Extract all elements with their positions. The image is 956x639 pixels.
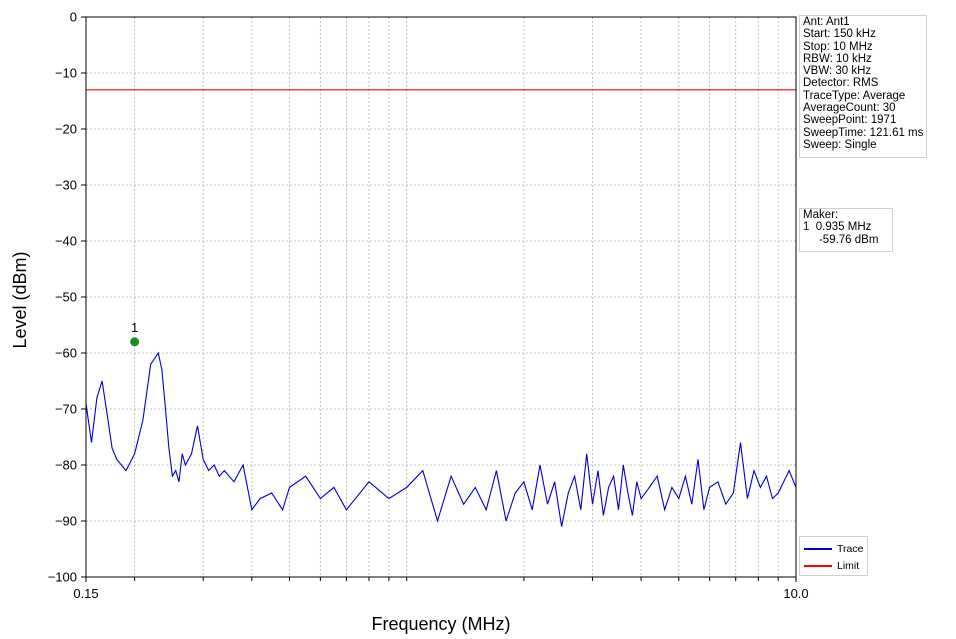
series-group: [85, 89, 797, 527]
x-tick-label: 0.15: [73, 586, 98, 601]
legend-item-limit: Limit: [804, 560, 859, 572]
y-axis-label: Level (dBm): [10, 251, 30, 348]
x-axis-ticks: 0.15 10.0: [73, 577, 809, 601]
y-tick-label: 0: [70, 10, 77, 25]
info-line: RBW: 10 kHz: [803, 52, 872, 65]
y-tick-label: −40: [55, 234, 77, 249]
grid-lines: [86, 17, 796, 577]
legend-swatch-limit: [804, 565, 832, 567]
legend-label-trace: Trace: [837, 543, 864, 555]
legend-swatch-trace: [804, 548, 832, 550]
series-line-trace: [85, 351, 797, 527]
marker-label: 1: [131, 320, 138, 335]
info-line: SweepTime: 121.61 ms: [803, 126, 924, 139]
info-line: VBW: 30 kHz: [803, 65, 872, 78]
marker-group: 1: [130, 320, 140, 347]
marker-point: [130, 337, 140, 347]
y-tick-label: −20: [55, 122, 77, 137]
y-tick-label: −60: [55, 346, 77, 361]
marker-info-box: Maker: 1 0.935 MHz -59.76 dBm: [799, 208, 893, 252]
marker-info-line: -59.76 dBm: [803, 233, 879, 246]
x-tick-label: 10.0: [783, 586, 808, 601]
info-line: Detector: RMS: [803, 77, 879, 90]
legend: Trace Limit: [799, 536, 868, 576]
x-axis-label: Frequency (MHz): [371, 614, 510, 634]
info-line: Start: 150 kHz: [803, 28, 876, 41]
info-line: SweepPoint: 1971: [803, 114, 897, 127]
plot-frame: [85, 16, 797, 578]
y-tick-label: −50: [55, 290, 77, 305]
y-tick-label: −10: [55, 66, 77, 81]
y-tick-label: −30: [55, 178, 77, 193]
y-axis-ticks: 0 −10 −20 −30 −40 −50 −60 −70 −80 −90 −100: [48, 10, 86, 585]
measurement-info-box: Ant: Ant1 Start: 150 kHz Stop: 10 MHz RBW: …: [799, 15, 927, 158]
info-line: Stop: 10 MHz: [803, 40, 873, 53]
marker-info-line: 1 0.935 MHz: [803, 221, 872, 234]
y-tick-label: −70: [55, 402, 77, 417]
info-line: Sweep: Single: [803, 138, 877, 151]
y-tick-label: −90: [55, 514, 77, 529]
y-tick-label: −100: [48, 570, 77, 585]
y-tick-label: −80: [55, 458, 77, 473]
info-line: AverageCount: 30: [803, 102, 896, 115]
legend-label-limit: Limit: [837, 560, 860, 572]
info-line: TraceType: Average: [803, 89, 906, 102]
info-line: Ant: Ant1: [803, 16, 850, 28]
marker-info-line: Maker:: [803, 209, 839, 221]
legend-item-trace: Trace: [804, 543, 863, 555]
